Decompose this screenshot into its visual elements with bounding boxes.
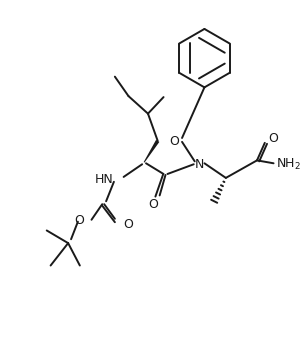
- Text: O: O: [148, 198, 158, 211]
- Text: O: O: [74, 214, 84, 227]
- Polygon shape: [144, 140, 159, 163]
- Text: N: N: [195, 158, 204, 171]
- Text: O: O: [169, 135, 179, 148]
- Text: O: O: [269, 133, 278, 145]
- Text: HN: HN: [95, 173, 114, 186]
- Text: O: O: [124, 218, 133, 231]
- Text: NH$_2$: NH$_2$: [275, 157, 300, 172]
